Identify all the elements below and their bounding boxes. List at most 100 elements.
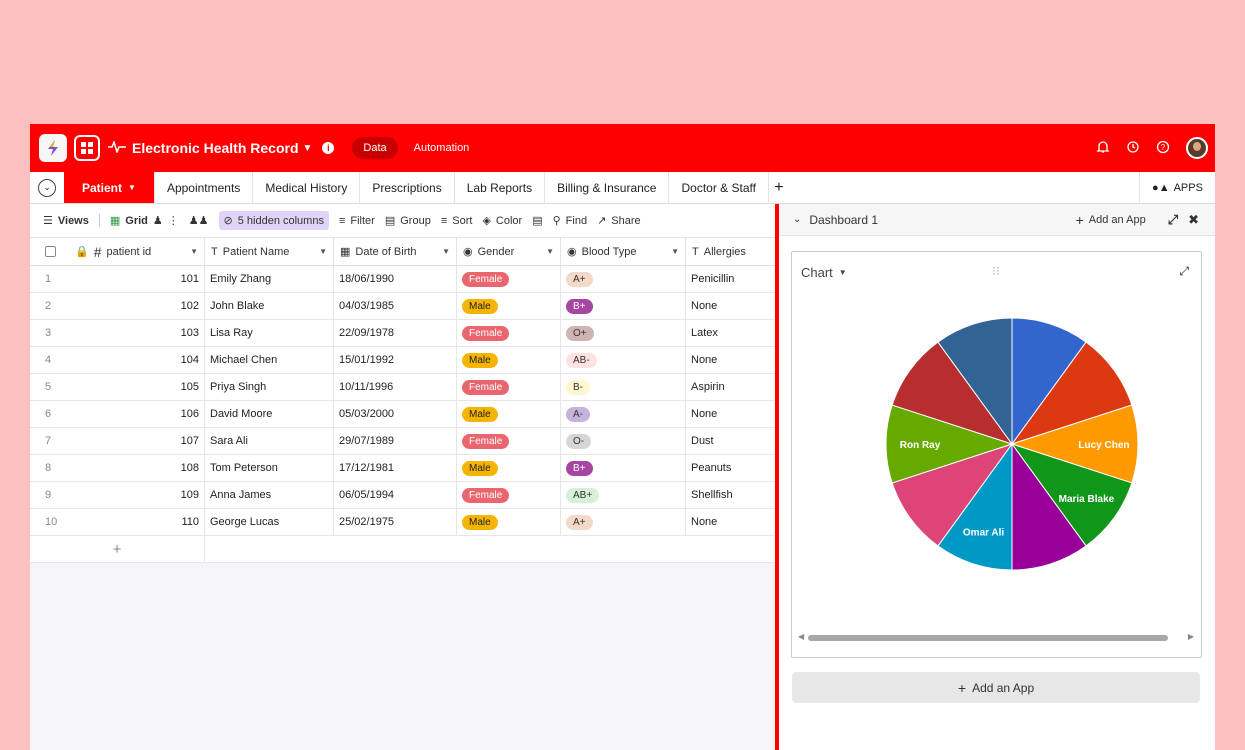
- allergies-cell[interactable]: Penicillin: [686, 266, 775, 292]
- table-row[interactable]: 8 108 Tom Peterson 17/12/1981 Male B+ Peanuts: [30, 455, 775, 482]
- row-id-cell[interactable]: 2 102: [30, 293, 205, 319]
- pie-slice[interactable]: [885, 404, 1014, 484]
- row-id-cell[interactable]: 4 104: [30, 347, 205, 373]
- history-icon[interactable]: [1126, 140, 1140, 157]
- gender-cell[interactable]: Male: [457, 455, 561, 481]
- close-icon[interactable]: ✖: [1188, 211, 1199, 227]
- dob-cell[interactable]: 10/11/1996: [334, 374, 457, 400]
- gender-cell[interactable]: Male: [457, 347, 561, 373]
- patient-name-cell[interactable]: Anna James: [205, 482, 334, 508]
- add-app-bottom-button[interactable]: + Add an App: [792, 672, 1200, 703]
- blood-type-cell[interactable]: A+: [561, 266, 686, 292]
- chevron-down-icon[interactable]: ▼: [546, 247, 554, 256]
- gender-cell[interactable]: Female: [457, 428, 561, 454]
- scrollbar-thumb[interactable]: [808, 635, 1168, 641]
- blood-type-cell[interactable]: B+: [561, 455, 686, 481]
- collaborators-icon[interactable]: ♟♟: [188, 215, 209, 227]
- header-gender[interactable]: ◉ Gender ▼: [457, 238, 561, 265]
- pie-slice[interactable]: [1011, 317, 1087, 446]
- tab-prescriptions[interactable]: Prescriptions: [360, 172, 455, 203]
- filter-button[interactable]: ≡ Filter: [339, 215, 375, 227]
- horizontal-scrollbar[interactable]: ◀ ▶: [798, 632, 1194, 642]
- allergies-cell[interactable]: None: [686, 401, 775, 427]
- group-button[interactable]: ▤ Group: [385, 214, 431, 228]
- find-button[interactable]: ⚲ Find: [553, 214, 587, 228]
- blood-type-cell[interactable]: O+: [561, 320, 686, 346]
- color-button[interactable]: ◈ Color: [482, 214, 522, 228]
- table-row[interactable]: 1 101 Emily Zhang 18/06/1990 Female A+ Penicil…: [30, 266, 775, 293]
- apps-button[interactable]: ●▲ APPS: [1139, 172, 1215, 203]
- patient-name-cell[interactable]: Priya Singh: [205, 374, 334, 400]
- row-id-cell[interactable]: 9 109: [30, 482, 205, 508]
- info-icon[interactable]: i: [322, 142, 335, 154]
- gender-cell[interactable]: Male: [457, 401, 561, 427]
- header-patient-name[interactable]: T Patient Name ▼: [205, 238, 334, 265]
- allergies-cell[interactable]: Aspirin: [686, 374, 775, 400]
- row-id-cell[interactable]: 8 108: [30, 455, 205, 481]
- add-table-icon[interactable]: +: [774, 178, 784, 196]
- blood-type-cell[interactable]: B+: [561, 293, 686, 319]
- tab-appointments[interactable]: Appointments: [155, 172, 254, 203]
- dob-cell[interactable]: 04/03/1985: [334, 293, 457, 319]
- tabs-collapse-button[interactable]: ⌄: [30, 172, 64, 203]
- tab-doctor-staff[interactable]: Doctor & Staff: [669, 172, 769, 203]
- blood-type-cell[interactable]: A+: [561, 509, 686, 535]
- apps-grid-icon[interactable]: [74, 135, 100, 161]
- tab-billing-insurance[interactable]: Billing & Insurance: [545, 172, 670, 203]
- table-row[interactable]: 4 104 Michael Chen 15/01/1992 Male AB- None: [30, 347, 775, 374]
- chevron-down-icon[interactable]: ▼: [319, 247, 327, 256]
- base-title[interactable]: Electronic Health Record ▼: [132, 140, 312, 156]
- pie-slice[interactable]: [937, 317, 1013, 446]
- row-id-cell[interactable]: 6 106: [30, 401, 205, 427]
- dob-cell[interactable]: 18/06/1990: [334, 266, 457, 292]
- bell-icon[interactable]: [1096, 140, 1110, 157]
- table-row[interactable]: 3 103 Lisa Ray 22/09/1978 Female O+ Latex: [30, 320, 775, 347]
- chevron-down-icon[interactable]: ⌄: [793, 214, 802, 225]
- pie-slice[interactable]: [1011, 442, 1087, 571]
- row-height-icon[interactable]: ▤: [532, 215, 543, 227]
- gender-cell[interactable]: Female: [457, 374, 561, 400]
- blood-type-cell[interactable]: AB-: [561, 347, 686, 373]
- nav-data-tab[interactable]: Data: [352, 137, 398, 159]
- dob-cell[interactable]: 15/01/1992: [334, 347, 457, 373]
- header-patient-id[interactable]: 🔒 # patient id ▼: [30, 238, 205, 265]
- dashboard-title[interactable]: Dashboard 1: [809, 212, 879, 227]
- scroll-left-icon[interactable]: ◀: [798, 632, 805, 641]
- patient-name-cell[interactable]: John Blake: [205, 293, 334, 319]
- avatar[interactable]: [1186, 137, 1208, 159]
- add-app-button[interactable]: + Add an App: [1076, 212, 1146, 228]
- table-row[interactable]: 6 106 David Moore 05/03/2000 Male A- None: [30, 401, 775, 428]
- dob-cell[interactable]: 17/12/1981: [334, 455, 457, 481]
- pie-slice[interactable]: [1010, 404, 1139, 484]
- allergies-cell[interactable]: None: [686, 509, 775, 535]
- app-logo-icon[interactable]: [39, 134, 67, 162]
- tab-medical-history[interactable]: Medical History: [253, 172, 361, 203]
- allergies-cell[interactable]: None: [686, 293, 775, 319]
- table-row[interactable]: 7 107 Sara Ali 29/07/1989 Female O- Dust: [30, 428, 775, 455]
- row-id-cell[interactable]: 3 103: [30, 320, 205, 346]
- nav-automation-tab[interactable]: Automation: [413, 142, 470, 154]
- gender-cell[interactable]: Male: [457, 293, 561, 319]
- header-date-of-birth[interactable]: ▦ Date of Birth ▼: [334, 238, 457, 265]
- chevron-down-icon[interactable]: ▼: [442, 247, 450, 256]
- patient-name-cell[interactable]: Sara Ali: [205, 428, 334, 454]
- dob-cell[interactable]: 29/07/1989: [334, 428, 457, 454]
- pie-slice[interactable]: [891, 341, 1014, 445]
- allergies-cell[interactable]: None: [686, 347, 775, 373]
- table-row[interactable]: 9 109 Anna James 06/05/1994 Female AB+ Shellfi…: [30, 482, 775, 509]
- row-id-cell[interactable]: 7 107: [30, 428, 205, 454]
- allergies-cell[interactable]: Dust: [686, 428, 775, 454]
- expand-icon[interactable]: ⤢: [1179, 264, 1189, 278]
- allergies-cell[interactable]: Shellfish: [686, 482, 775, 508]
- dob-cell[interactable]: 22/09/1978: [334, 320, 457, 346]
- header-blood-type[interactable]: ◉ Blood Type ▼: [561, 238, 686, 265]
- expand-icon[interactable]: ⤢: [1167, 211, 1179, 227]
- row-id-cell[interactable]: 10 110: [30, 509, 205, 535]
- sort-button[interactable]: ≡ Sort: [441, 215, 473, 227]
- views-button[interactable]: ☰ Views: [43, 214, 89, 228]
- blood-type-cell[interactable]: A-: [561, 401, 686, 427]
- header-allergies[interactable]: T Allergies: [686, 238, 775, 265]
- table-row[interactable]: 5 105 Priya Singh 10/11/1996 Female B- Aspirin: [30, 374, 775, 401]
- gender-cell[interactable]: Female: [457, 320, 561, 346]
- grid-view-button[interactable]: ▦ Grid ♟ ⋮: [98, 214, 179, 227]
